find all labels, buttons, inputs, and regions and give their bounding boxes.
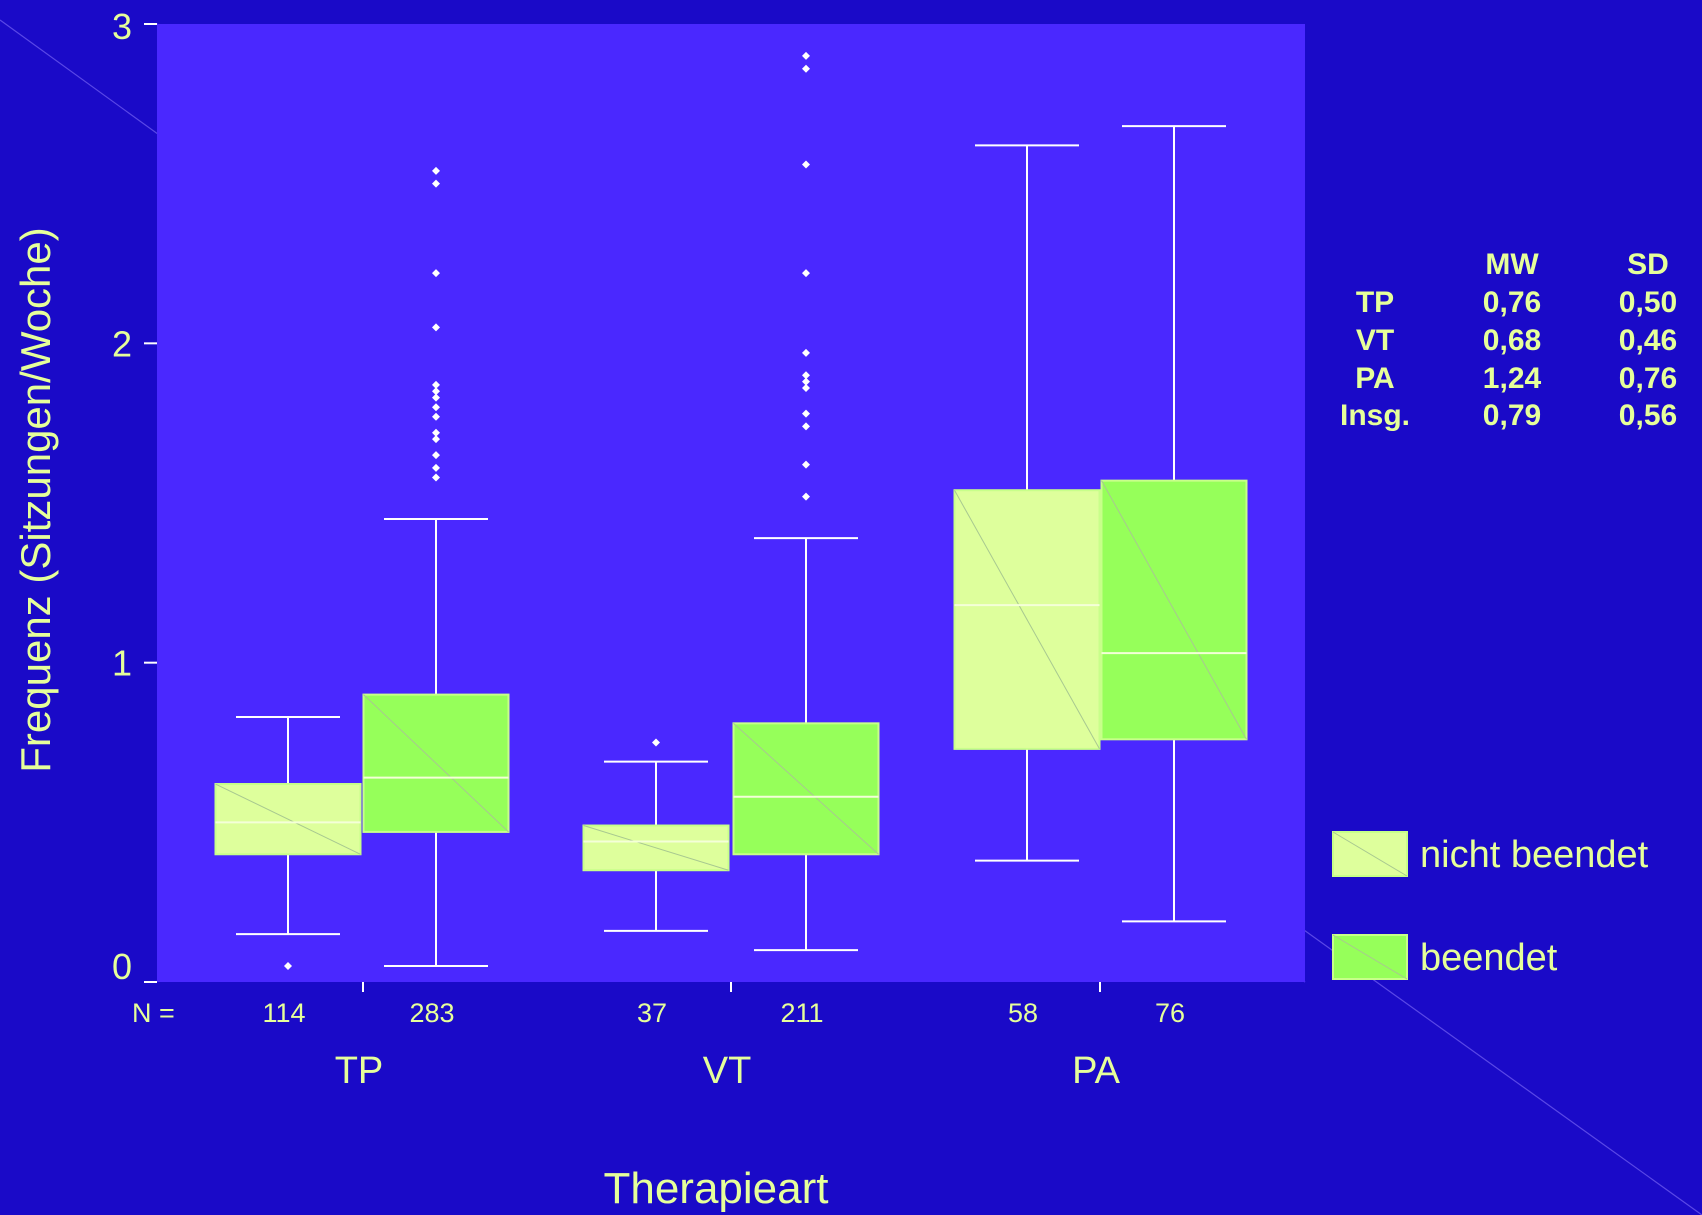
decor-line — [0, 19, 181, 151]
legend-item: nicht beendet — [1332, 831, 1649, 877]
legend: nicht beendet beendet — [1332, 831, 1649, 980]
y-axis: 0 1 2 3 — [112, 6, 157, 987]
outlier-point — [432, 179, 440, 188]
stats-table: MW SD TP 0,76 0,50 VT 0,68 0,46 PA 1,24 0,76 Insg. 0… — [1340, 248, 1677, 432]
legend-swatch-diagonal — [1332, 934, 1408, 980]
legend-item: beendet — [1332, 934, 1558, 980]
outlier-point — [432, 463, 440, 472]
stats-cell: 0,56 — [1619, 399, 1677, 432]
x-group-label: PA — [1072, 1050, 1121, 1092]
box-diagonal — [1101, 480, 1247, 740]
outlier-point — [802, 492, 810, 501]
stats-cell: VT — [1356, 324, 1394, 357]
outlier-point — [432, 412, 440, 421]
y-tick-label: 1 — [112, 643, 132, 684]
outlier-point — [802, 51, 810, 60]
n-label: N = — [132, 998, 175, 1028]
box-VT-beendet — [732, 51, 880, 952]
stats-cell: 0,50 — [1619, 286, 1677, 319]
box-diagonal — [215, 783, 361, 855]
stats-cell: 0,68 — [1483, 324, 1541, 357]
stats-cell: TP — [1356, 286, 1394, 319]
box-PA-beendet — [1100, 125, 1248, 923]
outlier-point — [802, 422, 810, 431]
outlier-point — [802, 460, 810, 469]
n-value: 114 — [262, 998, 305, 1028]
stats-header: SD — [1627, 248, 1669, 281]
box-diagonal — [733, 722, 879, 855]
outlier-point — [432, 269, 440, 278]
outlier-point — [432, 323, 440, 332]
outlier-point — [802, 384, 810, 393]
legend-swatch-diagonal — [1332, 831, 1408, 877]
outlier-point — [802, 409, 810, 418]
stats-header: MW — [1485, 248, 1539, 281]
box-diagonal — [954, 489, 1100, 750]
outlier-point — [284, 962, 292, 971]
n-value: 211 — [780, 998, 823, 1028]
x-group-label: TP — [335, 1050, 384, 1092]
stats-cell: 0,76 — [1619, 362, 1677, 395]
stats-cell: 0,76 — [1483, 286, 1541, 319]
outlier-point — [802, 64, 810, 73]
x-axis: TP VT PA 114 283 37 211 58 76 — [262, 982, 1185, 1092]
stats-cell: 0,46 — [1619, 324, 1677, 357]
box-diagonal — [363, 694, 509, 833]
n-value: 37 — [637, 998, 667, 1028]
box-VT-nicht-beendet — [582, 738, 730, 932]
n-value: 283 — [409, 998, 454, 1028]
y-tick-label: 2 — [112, 323, 132, 364]
outlier-point — [802, 377, 810, 386]
outlier-point — [432, 166, 440, 175]
n-value: 58 — [1008, 998, 1038, 1028]
stats-cell: 0,79 — [1483, 399, 1541, 432]
outlier-point — [652, 738, 660, 747]
outlier-point — [432, 473, 440, 482]
outlier-point — [432, 451, 440, 460]
outlier-point — [802, 371, 810, 380]
y-tick-label: 0 — [112, 946, 132, 987]
outlier-point — [432, 435, 440, 444]
stats-cell: PA — [1355, 362, 1394, 395]
box-TP-nicht-beendet — [214, 715, 362, 971]
outlier-point — [432, 393, 440, 402]
outlier-point — [802, 269, 810, 278]
stats-cell: 1,24 — [1483, 362, 1542, 395]
stats-cell: Insg. — [1340, 399, 1410, 432]
outlier-point — [802, 348, 810, 357]
outlier-point — [802, 160, 810, 169]
box-diagonal — [583, 825, 729, 871]
y-tick-label: 3 — [112, 6, 132, 47]
y-axis-label: Frequenz (Sitzungen/Woche) — [12, 227, 59, 773]
legend-label: beendet — [1420, 937, 1558, 979]
x-axis-label: Therapieart — [603, 1164, 828, 1213]
outlier-point — [432, 403, 440, 412]
boxes — [214, 51, 1248, 971]
legend-label: nicht beendet — [1420, 834, 1649, 876]
x-group-label: VT — [703, 1050, 752, 1092]
outlier-point — [432, 380, 440, 389]
box-TP-beendet — [362, 166, 510, 968]
outlier-point — [432, 428, 440, 437]
box-PA-nicht-beendet — [953, 144, 1101, 862]
n-value: 76 — [1155, 998, 1185, 1028]
outlier-point — [432, 387, 440, 396]
